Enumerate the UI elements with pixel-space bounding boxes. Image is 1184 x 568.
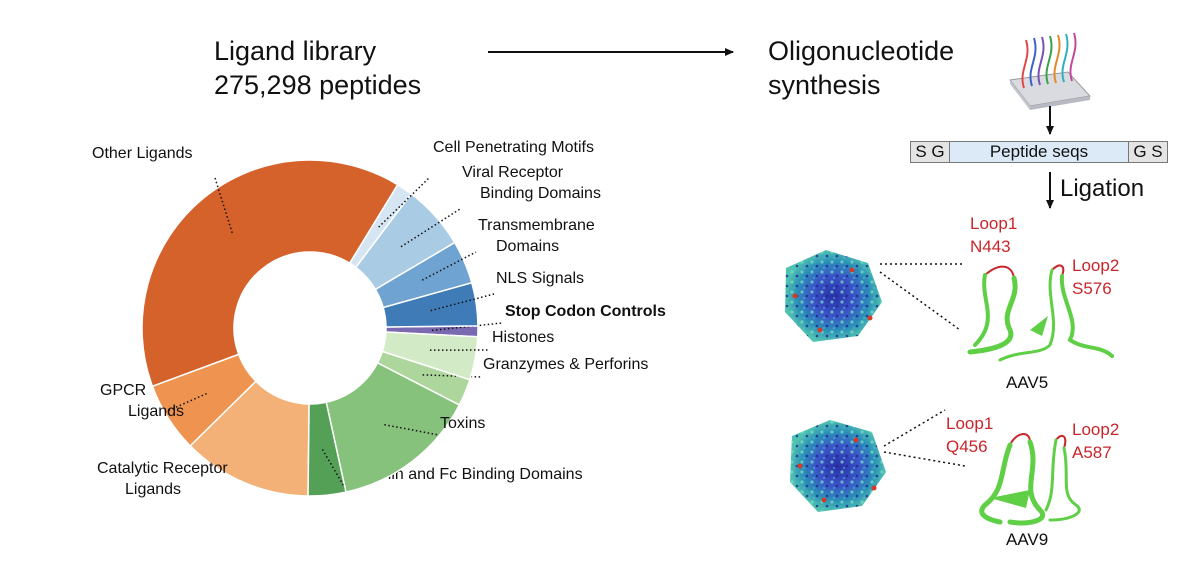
aav5-loop2-site: S576	[1072, 279, 1112, 298]
synthesis-title-line1: Oligonucleotide	[768, 36, 955, 66]
aav9-loop1-site: Q456	[946, 437, 988, 456]
leader-line	[214, 177, 234, 234]
aav9-loop1: Loop1 Q456	[946, 412, 993, 458]
slice-label-histones: Histones	[492, 329, 554, 346]
aav9-loop2: Loop2 A587	[1072, 418, 1119, 464]
library-title: Ligand library 275,298 peptides	[214, 34, 421, 102]
aav5-capsid-icon	[785, 250, 882, 342]
slice-label-transmembrane-domains: Transmembrane Domains	[478, 217, 595, 255]
slice-label-gpcr-ligands: GPCR Ligands	[100, 382, 184, 420]
ligand-library-donut-chart: Stop Codon Controls NLS Signals Transmembr…	[92, 139, 666, 498]
oligo-chip-icon	[1009, 32, 1091, 110]
slice-label-cell-penetrating-motifs: Cell Penetrating Motifs	[433, 139, 594, 156]
donut-slice-histones	[381, 331, 479, 381]
aav5-loop1-label: Loop1	[970, 214, 1018, 233]
library-title-line1: Ligand library	[214, 36, 377, 66]
aav9-loop-ribbons-icon	[979, 433, 1081, 526]
aav9-capsid-icon	[790, 420, 886, 512]
aav9-label: AAV9	[1006, 530, 1049, 549]
aav9-loop1-label: Loop1	[946, 414, 994, 433]
aav5-loop2-label: Loop2	[1072, 256, 1120, 275]
slice-label-toxins: Toxins	[440, 415, 485, 432]
leader-line	[430, 293, 495, 312]
slice-label-nls-signals: NLS Signals	[496, 270, 584, 287]
library-size: 275,298 peptides	[214, 70, 422, 100]
aav5-loop1: Loop1 N443	[970, 212, 1017, 258]
synthesis-title: Oligonucleotide synthesis	[768, 34, 954, 102]
leader-line	[321, 448, 346, 489]
slice-label-catalytic-receptor-ligands: Catalytic Receptor Ligands	[97, 460, 228, 498]
slice-label-stop-codon-controls: Stop Codon Controls	[505, 303, 666, 320]
aav9-loop2-label: Loop2	[1072, 420, 1120, 439]
leader-line	[384, 423, 440, 436]
slice-label-viral-receptor-binding-domains: Viral Receptor Binding Domains	[462, 164, 601, 202]
aav5-loop-ribbons-icon	[967, 264, 1114, 362]
aav5-loop2: Loop2 S576	[1072, 254, 1119, 300]
slice-label-granzymes-perforins: Granzymes & Perforins	[483, 356, 648, 373]
synthesis-title-line2: synthesis	[768, 70, 881, 100]
slice-label-other-ligands: Other Ligands	[92, 145, 193, 162]
aav9-loop2-site: A587	[1072, 443, 1112, 462]
aav5-loop1-site: N443	[970, 237, 1011, 256]
peptide-insert: Peptide seqs	[949, 141, 1129, 163]
ligation-label: Ligation	[1060, 175, 1145, 202]
left-flank: S G	[910, 141, 950, 163]
right-flank: G S	[1128, 141, 1168, 163]
aav5-label: AAV5	[1006, 373, 1049, 392]
slice-label-albumin-and-fc-binding-domains: Albumin and Fc Binding Domains	[346, 466, 583, 483]
donut-slice-other-ligands	[141, 159, 399, 388]
